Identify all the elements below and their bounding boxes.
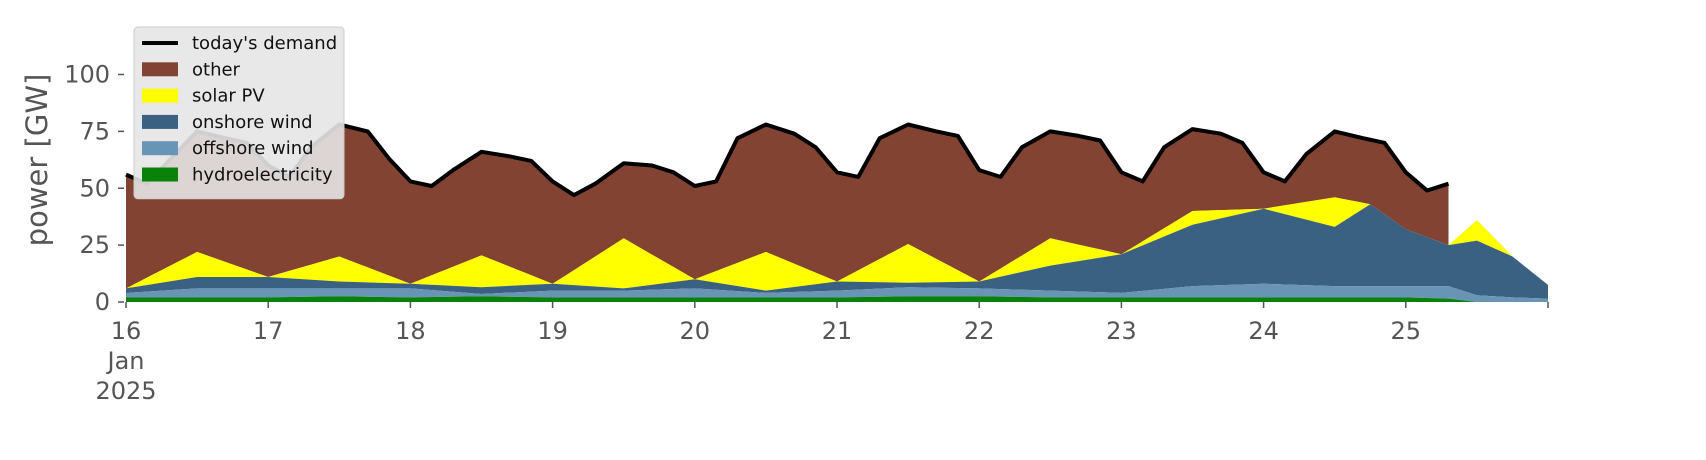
x-tick-sublabel: Jan [106, 347, 145, 375]
x-tick-label: 20 [680, 317, 711, 345]
y-tick-label: 50 [79, 174, 110, 202]
x-tick-label: 18 [395, 317, 426, 345]
y-tick-label: 100 [64, 61, 110, 89]
hydroelectricity-area [126, 296, 1548, 302]
legend-swatch [142, 62, 178, 77]
legend-swatch [142, 114, 178, 129]
legend-label: offshore wind [192, 138, 314, 159]
legend: today's demand other solar PV onshore wind o… [133, 26, 345, 200]
y-tick-label: 0 [95, 288, 110, 316]
legend-label: today's demand [192, 33, 337, 54]
legend-label: other [192, 59, 241, 80]
legend-swatch [142, 88, 178, 103]
demand-line [125, 122, 1450, 198]
y-tick-label: 75 [79, 117, 110, 145]
legend-swatch [142, 167, 178, 182]
x-tick-label: 16 [111, 317, 142, 345]
x-tick-label: 23 [1106, 317, 1137, 345]
offshore-wind-area [126, 283, 1548, 302]
x-tick-sublabel: 2025 [95, 377, 156, 405]
x-tick-label: 17 [253, 317, 284, 345]
x-tick-label: 22 [964, 317, 995, 345]
legend-label: hydroelectricity [192, 165, 333, 186]
y-tick-label: 25 [79, 231, 110, 259]
onshore-wind-area [126, 204, 1548, 299]
x-tick-label: 24 [1248, 317, 1279, 345]
x-tick-label: 19 [537, 317, 568, 345]
legend-label: solar PV [192, 86, 265, 107]
legend-swatch [142, 141, 178, 156]
solar-pv-area [126, 197, 1548, 291]
x-tick-label: 25 [1391, 317, 1422, 345]
legend-box [133, 26, 345, 200]
y-axis-label: power [GW] [20, 74, 54, 247]
x-tick-label: 21 [822, 317, 853, 345]
legend-label: onshore wind [192, 112, 313, 133]
